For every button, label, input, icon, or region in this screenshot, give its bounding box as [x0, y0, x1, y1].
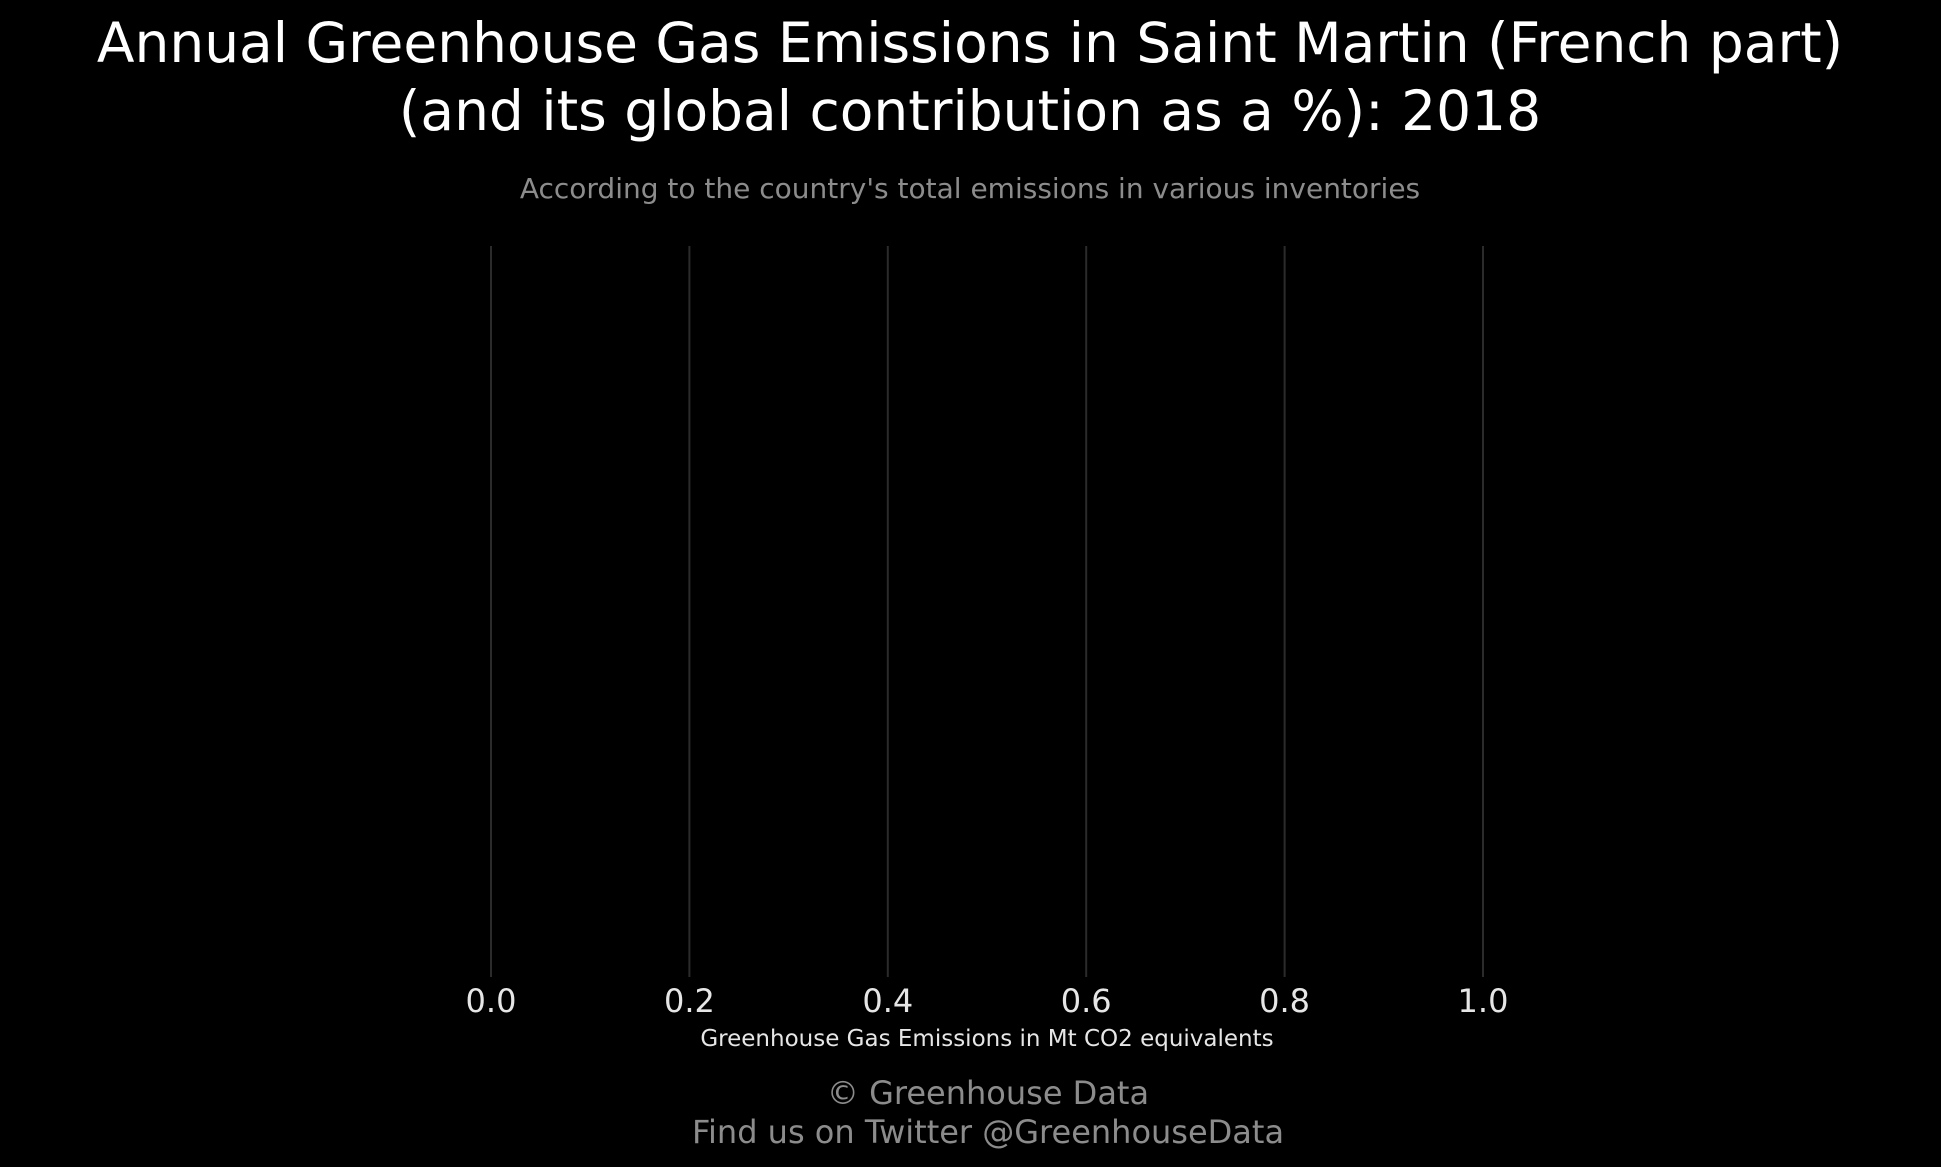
x-tick-label-2: 0.4: [862, 982, 913, 1020]
chart-subtitle: According to the country's total emissio…: [520, 172, 1420, 205]
footer-twitter: Find us on Twitter @GreenhouseData: [692, 1113, 1284, 1151]
chart-title-line-1: Annual Greenhouse Gas Emissions in Saint…: [97, 11, 1843, 75]
gridlines: [490, 246, 1484, 977]
x-tick-label-4: 0.8: [1259, 982, 1310, 1020]
x-tick-label-5: 1.0: [1458, 982, 1509, 1020]
footer-copyright: © Greenhouse Data: [827, 1074, 1149, 1112]
x-axis-ticks: 0.0 0.2 0.4 0.6 0.8 1.0: [466, 982, 1509, 1020]
chart-title-line-2: (and its global contribution as a %): 20…: [399, 79, 1541, 143]
x-tick-label-0: 0.0: [466, 982, 517, 1020]
x-axis-label: Greenhouse Gas Emissions in Mt CO2 equiv…: [700, 1026, 1273, 1052]
x-tick-label-1: 0.2: [664, 982, 715, 1020]
x-tick-label-3: 0.6: [1061, 982, 1112, 1020]
